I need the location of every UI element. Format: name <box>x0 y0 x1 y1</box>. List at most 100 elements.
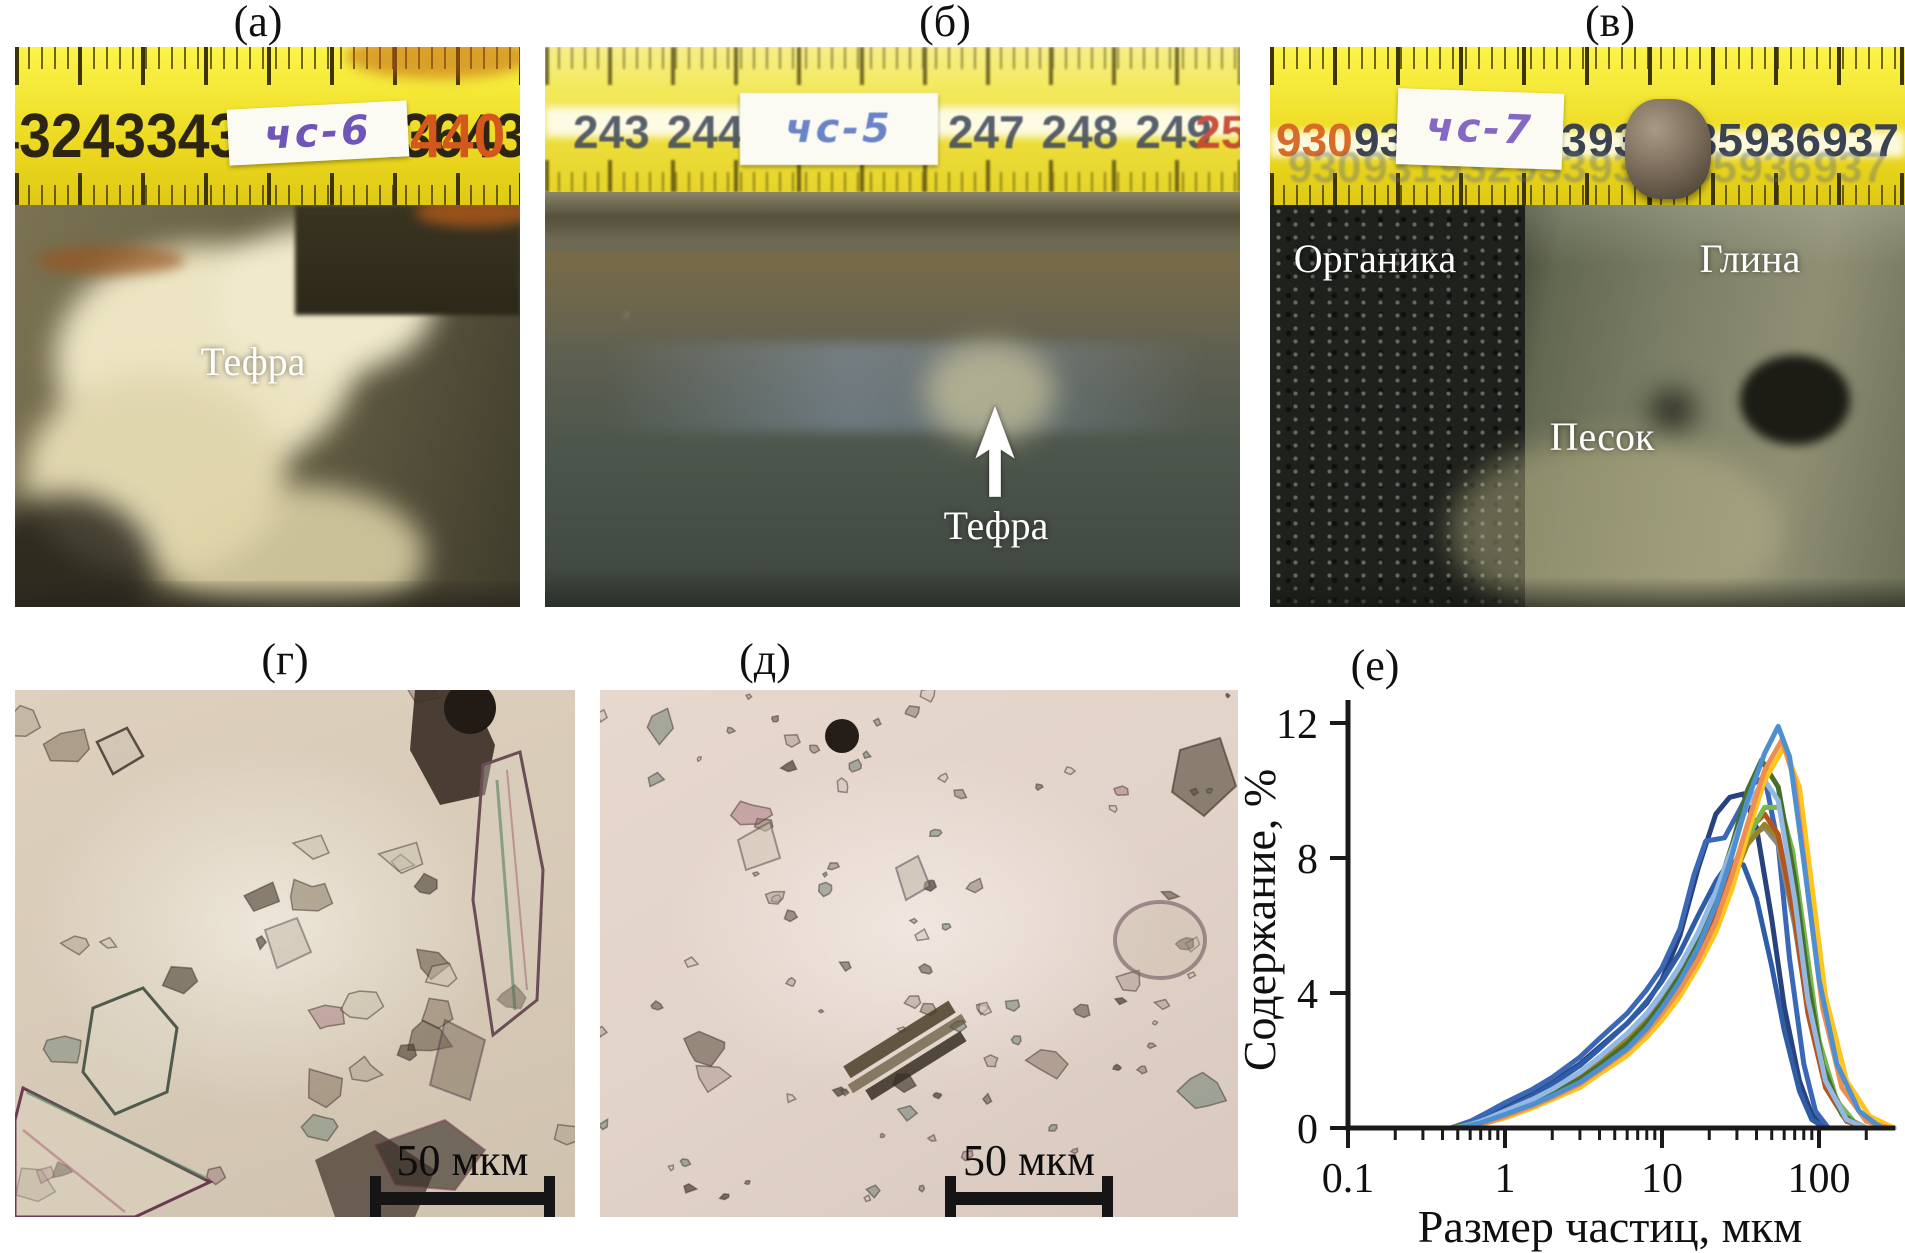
sample-tag-v: чс-7 <box>1395 88 1565 170</box>
y-tick-label: 4 <box>1297 972 1318 1018</box>
mineral-grain <box>42 1035 82 1064</box>
mineral-grain <box>683 956 700 968</box>
ruler-ticks <box>1270 173 1905 205</box>
x-tick-label: 0.1 <box>1322 1156 1375 1202</box>
up-arrow-icon <box>974 405 1016 497</box>
ruler-v: 930931932933934935936937 930931932933934… <box>1270 47 1905 208</box>
mineral-grain <box>1174 936 1195 951</box>
rust-streak <box>415 205 520 227</box>
grain-size-chart: Содержание, % Размер частиц, мкм 0 4 8 12 0.… <box>1140 620 1905 1253</box>
mineral-grain <box>1063 766 1077 776</box>
y-axis-title: Содержание, % <box>1234 769 1285 1071</box>
y-tick-label: 0 <box>1297 1107 1318 1153</box>
ruler-numbers-ghost: 930931932933934935936937 <box>1270 143 1905 193</box>
mineral-grain <box>1152 998 1171 1011</box>
mineral-grain <box>779 759 798 773</box>
microscope-photo-d: 50 мкм <box>600 690 1238 1217</box>
dark-hole <box>1740 355 1850 445</box>
mineral-grain <box>1225 692 1231 699</box>
mineral-grain <box>848 758 863 773</box>
core-b: Тефра <box>545 192 1240 607</box>
mineral-grain <box>839 1088 850 1097</box>
mineral-grain <box>42 728 91 763</box>
mineral-grain <box>896 1104 919 1122</box>
mineral-grain <box>59 935 90 956</box>
mineral-grain <box>1146 1042 1158 1050</box>
panel-label-v: (в) <box>1584 0 1636 46</box>
ruler-number-ghost: 936 <box>1738 143 1812 192</box>
mineral-grain <box>908 917 919 925</box>
sample-tag-b: чс-5 <box>740 93 938 165</box>
mineral-grain <box>863 1194 872 1203</box>
organics-zone <box>1270 205 1525 607</box>
large-grains <box>736 719 1238 1101</box>
mineral-grain <box>35 1165 56 1185</box>
core-v: Органика Глина Песок <box>1270 205 1905 607</box>
mineral-grain <box>1004 999 1021 1012</box>
mineral-grain <box>914 928 930 942</box>
mineral-grain <box>983 1054 999 1068</box>
ruler-a: 432433434435436437438439440 чс-6 <box>15 47 520 208</box>
chart-svg: Содержание, % Размер частиц, мкм 0 4 8 12 0.… <box>1234 700 1897 1252</box>
mineral-grain <box>307 1004 346 1030</box>
annotation-tephra-b: Тефра <box>943 503 1049 548</box>
microscope-particles-d <box>600 690 1238 1203</box>
scale-bar-line <box>945 1176 1113 1217</box>
mineral-grain <box>496 983 527 1010</box>
core-photo-b: 243244245246247248249250 чс-5 Тефра <box>545 47 1240 607</box>
ruler-number: 249 <box>1135 106 1212 158</box>
scale-bar-label: 50 мкм <box>396 1136 529 1185</box>
mineral-grain <box>786 1093 797 1104</box>
mineral-grain <box>817 881 833 898</box>
mineral-grain <box>683 1182 699 1194</box>
scratch-sheen <box>625 312 885 432</box>
clay-sheen <box>1525 205 1905 265</box>
mineral-grain <box>255 934 268 951</box>
mineral-grain <box>926 1133 937 1142</box>
mineral-grain <box>98 936 118 949</box>
mineral-grain <box>424 962 458 988</box>
mineral-grain <box>695 1064 733 1094</box>
panel-label-e: (е) <box>1350 641 1400 690</box>
mineral-grain <box>941 923 952 931</box>
series-sample-bright-blue <box>1345 723 1897 1131</box>
mineral-grain <box>667 1164 675 1172</box>
scale-bar-label: 50 мкм <box>962 1136 1096 1185</box>
ruler-ticks <box>545 47 1240 85</box>
mineral-grain <box>51 1160 74 1179</box>
mineral-grain <box>1159 890 1181 901</box>
mineral-grain <box>865 1184 881 1199</box>
ruler-number-edge: 440 <box>410 102 506 171</box>
series-sample-navy <box>1345 791 1897 1131</box>
dark-spot <box>1650 390 1695 430</box>
mineral-grain <box>838 961 852 973</box>
mineral-grain <box>647 771 666 788</box>
mineral-grain <box>682 1030 726 1068</box>
mineral-grain <box>726 726 737 735</box>
core-a: Тефра <box>15 205 520 607</box>
mineral-grain <box>1108 804 1118 814</box>
mineral-grain <box>783 733 802 748</box>
brown-haze <box>545 252 1240 362</box>
mineral-grain <box>960 1149 974 1162</box>
mineral-grain <box>243 881 281 913</box>
mineral-grain <box>377 841 424 875</box>
scale-bar-d: 50 мкм <box>945 1135 1113 1217</box>
mineral-grain <box>396 1043 418 1062</box>
mineral-grain <box>679 1158 692 1168</box>
sample-tag-a: чс-6 <box>226 100 410 166</box>
mineral-grain <box>1024 1048 1069 1080</box>
series-sample-light-blue <box>1345 777 1897 1131</box>
mineral-grain <box>1035 783 1045 792</box>
core-bottom-shadow <box>1270 577 1905 607</box>
mineral-grain <box>872 717 882 727</box>
ruler-number: 432 <box>15 102 83 171</box>
mineral-grain <box>600 708 609 724</box>
x-tick-label: 10 <box>1641 1156 1683 1202</box>
mineral-grain <box>15 704 42 737</box>
mineral-grain <box>1069 1147 1079 1155</box>
mineral-grain <box>161 965 199 995</box>
microscope-photo-g: 50 мкм <box>15 690 575 1217</box>
mineral-grain <box>600 1117 609 1131</box>
